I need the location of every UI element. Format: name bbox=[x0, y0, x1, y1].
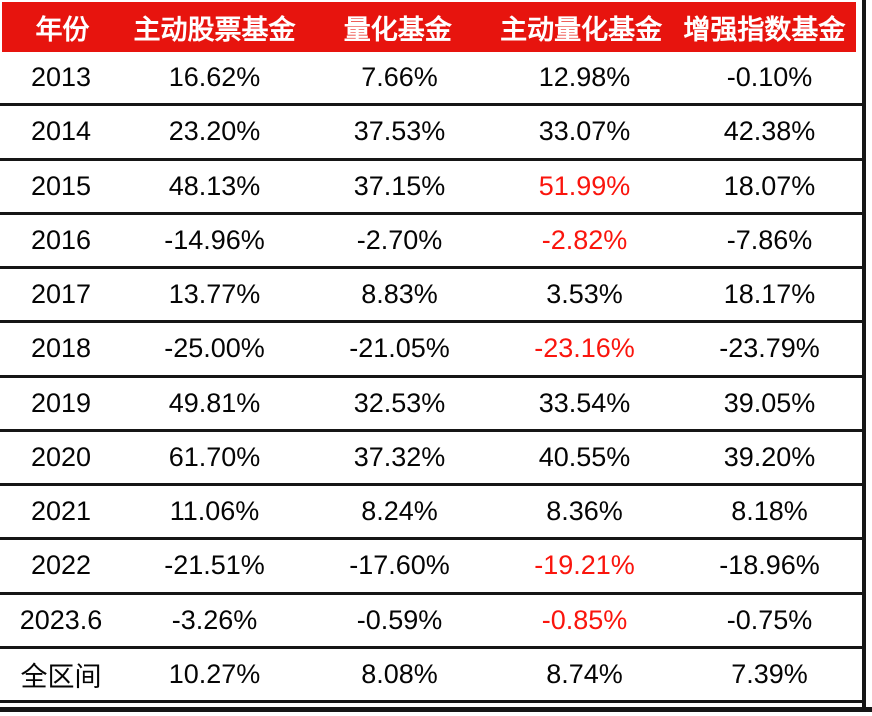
header-cell-4: 增强指数基金 bbox=[683, 14, 846, 45]
value-cell: 8.08% bbox=[361, 658, 438, 689]
value-cell: 49.81% bbox=[168, 387, 261, 418]
table-row: 2013 16.62% 7.66% 12.98% -0.10% bbox=[0, 52, 862, 107]
value-cell: 3.53% bbox=[546, 279, 623, 310]
value-cell: -18.96% bbox=[719, 550, 820, 581]
value-cell: 32.53% bbox=[353, 387, 446, 418]
table-row: 2015 48.13% 37.15% 51.99% 18.07% bbox=[0, 161, 862, 215]
value-cell: 18.07% bbox=[723, 170, 816, 201]
table-body: 2013 16.62% 7.66% 12.98% -0.10% 2014 23.20% 37.… bbox=[0, 52, 862, 703]
value-cell: 10.27% bbox=[168, 658, 261, 689]
value-cell: -25.00% bbox=[164, 333, 265, 364]
value-cell: 51.99% bbox=[538, 170, 631, 201]
value-cell: 7.39% bbox=[731, 658, 808, 689]
value-cell: 42.38% bbox=[723, 116, 816, 147]
table-row: 2023.6 -3.26% -0.59% -0.85% -0.75% bbox=[0, 595, 862, 649]
value-cell: -17.60% bbox=[349, 550, 450, 581]
value-cell: -0.59% bbox=[356, 604, 443, 635]
value-cell: -21.51% bbox=[164, 550, 265, 581]
year-cell: 2023.6 bbox=[19, 604, 103, 635]
year-cell: 2014 bbox=[30, 116, 92, 147]
header-cell-1: 主动股票基金 bbox=[133, 14, 296, 45]
value-cell: 8.18% bbox=[731, 496, 808, 527]
value-cell: 8.74% bbox=[546, 658, 623, 689]
value-cell: 40.55% bbox=[538, 441, 631, 472]
value-cell: 39.05% bbox=[723, 387, 816, 418]
value-cell: -14.96% bbox=[164, 224, 265, 255]
year-cell: 2018 bbox=[30, 333, 92, 364]
year-cell: 2019 bbox=[30, 387, 92, 418]
value-cell: -0.10% bbox=[726, 62, 813, 93]
value-cell: -19.21% bbox=[534, 550, 635, 581]
header-cell-0: 年份 bbox=[35, 14, 90, 45]
value-cell: 8.24% bbox=[361, 496, 438, 527]
value-cell: 8.36% bbox=[546, 496, 623, 527]
year-cell: 2017 bbox=[30, 279, 92, 310]
value-cell: 61.70% bbox=[168, 441, 261, 472]
value-cell: 16.62% bbox=[168, 62, 261, 93]
table-row: 全区间 10.27% 8.08% 8.74% 7.39% bbox=[0, 649, 862, 703]
value-cell: 33.54% bbox=[538, 387, 631, 418]
table-row: 2020 61.70% 37.32% 40.55% 39.20% bbox=[0, 432, 862, 486]
value-cell: 13.77% bbox=[168, 279, 261, 310]
value-cell: -3.26% bbox=[171, 604, 258, 635]
value-cell: 37.15% bbox=[353, 170, 446, 201]
value-cell: -0.75% bbox=[726, 604, 813, 635]
header-cell-2: 量化基金 bbox=[343, 14, 452, 45]
year-cell: 2021 bbox=[30, 496, 92, 527]
value-cell: 37.53% bbox=[353, 116, 446, 147]
value-cell: -2.82% bbox=[541, 224, 628, 255]
year-cell: 全区间 bbox=[20, 661, 102, 692]
value-cell: -2.70% bbox=[356, 224, 443, 255]
table-row: 2014 23.20% 37.53% 33.07% 42.38% bbox=[0, 106, 862, 161]
value-cell: 23.20% bbox=[168, 116, 261, 147]
year-cell: 2022 bbox=[30, 550, 92, 581]
value-cell: -7.86% bbox=[726, 224, 813, 255]
value-cell: 7.66% bbox=[361, 62, 438, 93]
header-cell-3: 主动量化基金 bbox=[500, 14, 663, 45]
value-cell: 12.98% bbox=[538, 62, 631, 93]
value-cell: -0.85% bbox=[541, 604, 628, 635]
year-cell: 2013 bbox=[30, 62, 92, 93]
value-cell: 18.17% bbox=[723, 279, 816, 310]
value-cell: -23.16% bbox=[534, 333, 635, 364]
table-row: 2017 13.77% 8.83% 3.53% 18.17% bbox=[0, 269, 862, 324]
table-row: 2021 11.06% 8.24% 8.36% 8.18% bbox=[0, 486, 862, 541]
bottom-border-rule bbox=[0, 707, 872, 712]
value-cell: -21.05% bbox=[349, 333, 450, 364]
value-cell: 11.06% bbox=[169, 496, 260, 527]
value-cell: 39.20% bbox=[723, 441, 816, 472]
table-row: 2019 49.81% 32.53% 33.54% 39.05% bbox=[0, 378, 862, 432]
table-row: 2018 -25.00% -21.05% -23.16% -23.79% bbox=[0, 323, 862, 378]
value-cell: 33.07% bbox=[538, 116, 631, 147]
table-row: 2016 -14.96% -2.70% -2.82% -7.86% bbox=[0, 215, 862, 269]
value-cell: -23.79% bbox=[719, 333, 820, 364]
value-cell: 37.32% bbox=[353, 441, 446, 472]
year-cell: 2020 bbox=[30, 441, 92, 472]
right-border-rule bbox=[862, 0, 866, 712]
value-cell: 48.13% bbox=[168, 170, 261, 201]
year-cell: 2016 bbox=[30, 224, 92, 255]
table-row: 2022 -21.51% -17.60% -19.21% -18.96% bbox=[0, 540, 862, 595]
header-row: 年份 主动股票基金 量化基金 主动量化基金 增强指数基金 bbox=[2, 2, 856, 52]
year-cell: 2015 bbox=[30, 170, 92, 201]
value-cell: 8.83% bbox=[361, 279, 438, 310]
